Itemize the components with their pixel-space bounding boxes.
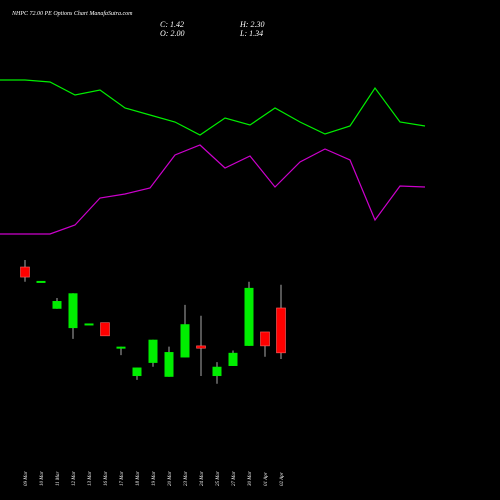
candle-body bbox=[260, 331, 270, 347]
x-tick-label: 16 Mar bbox=[104, 471, 109, 486]
candle-body bbox=[52, 301, 62, 309]
x-tick-label: 30 Mar bbox=[248, 471, 253, 486]
candle-body bbox=[36, 280, 46, 283]
chart-title: NHPC 72.00 PE Options Chart ManafaSutra.… bbox=[11, 10, 133, 17]
x-tick-label: 24 Mar bbox=[200, 471, 205, 486]
candle-body bbox=[196, 345, 206, 349]
x-tick-label: 02 Apr bbox=[280, 472, 285, 486]
candle-body bbox=[84, 323, 94, 326]
x-tick-label: 17 Mar bbox=[120, 471, 125, 486]
candle-body bbox=[100, 322, 110, 337]
candle-body bbox=[276, 307, 286, 354]
x-tick-label: 20 Mar bbox=[168, 471, 173, 486]
ohlc-open: O: 2.00 bbox=[160, 29, 184, 38]
x-tick-label: 25 Mar bbox=[216, 471, 221, 486]
indicator-line bbox=[0, 144, 426, 235]
x-tick-label: 12 Mar bbox=[72, 471, 77, 486]
x-tick-label: 19 Mar bbox=[152, 471, 157, 486]
ohlc-close: C: 1.42 bbox=[160, 20, 184, 29]
candle-body bbox=[228, 352, 238, 366]
candle-body bbox=[116, 346, 126, 349]
x-tick-label: 09 Mar bbox=[24, 471, 29, 486]
candle-body bbox=[132, 367, 142, 377]
candle-body bbox=[164, 352, 174, 377]
ohlc-low: L: 1.34 bbox=[239, 29, 263, 38]
candle-body bbox=[20, 266, 30, 278]
candle-body bbox=[148, 339, 158, 363]
candle-body bbox=[244, 287, 254, 346]
x-tick-label: 13 Mar bbox=[88, 471, 93, 486]
x-tick-label: 18 Mar bbox=[136, 471, 141, 486]
candle-body bbox=[180, 324, 190, 358]
x-tick-label: 01 Apr bbox=[264, 472, 269, 486]
x-tick-label: 10 Mar bbox=[40, 471, 45, 486]
x-tick-label: 11 Mar bbox=[56, 471, 61, 486]
x-tick-label: 27 Mar bbox=[232, 471, 237, 486]
x-tick-label: 23 Mar bbox=[184, 471, 189, 486]
indicator-line bbox=[0, 79, 426, 136]
candle-body bbox=[212, 366, 222, 377]
candle-body bbox=[68, 293, 78, 329]
ohlc-high: H: 2.30 bbox=[239, 20, 264, 29]
